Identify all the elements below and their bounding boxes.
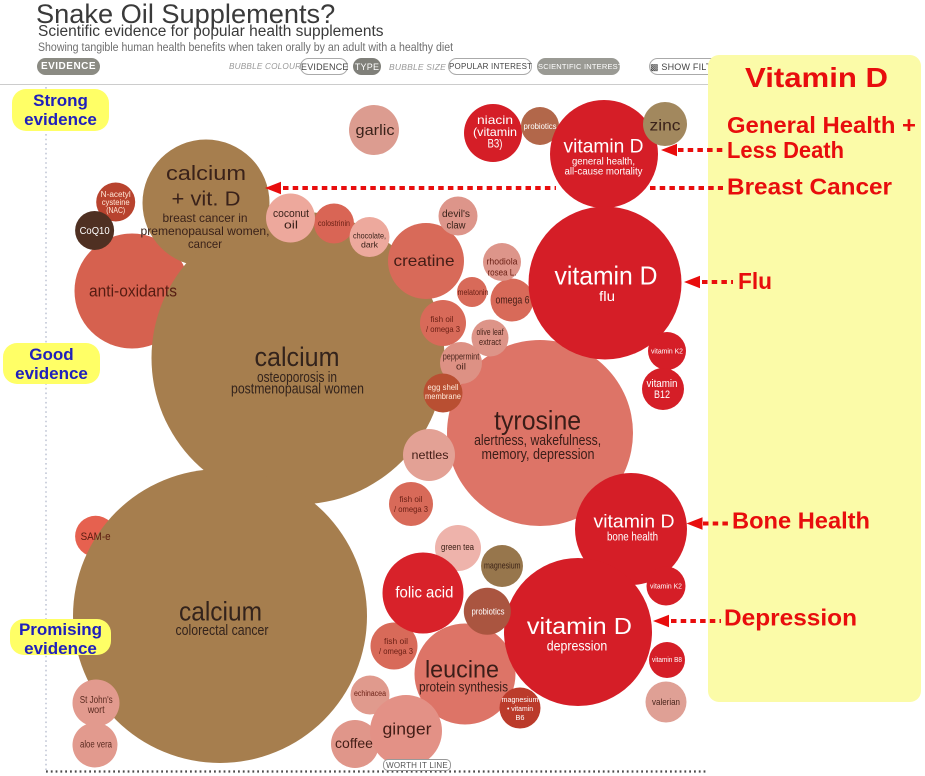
svg-text:tyrosine: tyrosine xyxy=(494,405,581,435)
svg-text:/ omega 3: / omega 3 xyxy=(379,646,413,656)
svg-text:B6: B6 xyxy=(516,713,525,722)
svg-text:colostrinin: colostrinin xyxy=(318,218,350,228)
svg-text:rhodiola: rhodiola xyxy=(487,257,518,267)
svg-text:omega 6: omega 6 xyxy=(496,295,530,307)
svg-text:dark: dark xyxy=(361,240,379,250)
svg-text:CoQ10: CoQ10 xyxy=(80,225,110,237)
svg-text:postmenopausal women: postmenopausal women xyxy=(231,381,364,398)
svg-text:egg shell: egg shell xyxy=(428,383,459,392)
svg-text:echinacea: echinacea xyxy=(354,689,386,698)
svg-text:nettles: nettles xyxy=(412,448,449,462)
svg-text:coconut: coconut xyxy=(273,208,309,220)
svg-text:fish oil: fish oil xyxy=(431,314,454,324)
svg-text:garlic: garlic xyxy=(356,123,395,139)
svg-text:folic acid: folic acid xyxy=(395,584,453,601)
svg-text:Less Death: Less Death xyxy=(727,137,844,163)
svg-text:N-acetyl: N-acetyl xyxy=(101,190,131,199)
svg-text:extract: extract xyxy=(479,337,501,347)
svg-text:vitamin D: vitamin D xyxy=(564,137,644,158)
svg-text:(vitamin: (vitamin xyxy=(473,125,517,139)
svg-text:/ omega 3: / omega 3 xyxy=(426,324,460,334)
svg-text:colorectal cancer: colorectal cancer xyxy=(176,622,269,639)
svg-text:calcium: calcium xyxy=(255,342,340,372)
svg-text:all-cause mortality: all-cause mortality xyxy=(565,166,644,178)
svg-text:vitamin K2: vitamin K2 xyxy=(650,582,682,591)
svg-text:+ vit. D: + vit. D xyxy=(172,189,241,211)
svg-text:oil: oil xyxy=(284,220,298,232)
svg-text:niacin: niacin xyxy=(477,113,513,127)
svg-text:chocolate,: chocolate, xyxy=(353,231,386,241)
svg-text:Vitamin D: Vitamin D xyxy=(745,62,888,93)
svg-text:depression: depression xyxy=(547,638,608,654)
svg-text:SAM-e: SAM-e xyxy=(81,531,111,543)
svg-text:/ omega 3: / omega 3 xyxy=(394,504,428,514)
svg-text:magnesium: magnesium xyxy=(502,695,539,704)
svg-text:olive leaf: olive leaf xyxy=(477,327,504,337)
svg-text:general health,: general health, xyxy=(572,156,635,168)
svg-text:green tea: green tea xyxy=(441,542,474,552)
svg-text:leucine: leucine xyxy=(425,657,499,684)
svg-text:vitamin B8: vitamin B8 xyxy=(652,655,682,664)
svg-text:breast cancer in: breast cancer in xyxy=(163,211,248,225)
svg-text:ginger: ginger xyxy=(383,720,432,739)
svg-text:creatine: creatine xyxy=(394,253,455,270)
svg-text:• vitamin: • vitamin xyxy=(507,704,533,713)
svg-text:peppermint: peppermint xyxy=(443,352,480,362)
svg-text:cancer: cancer xyxy=(188,237,222,251)
svg-text:vitamin D: vitamin D xyxy=(594,512,675,532)
svg-text:vitamin D: vitamin D xyxy=(555,261,658,291)
svg-text:osteoporosis in: osteoporosis in xyxy=(257,369,337,386)
svg-text:coffee: coffee xyxy=(335,735,373,751)
svg-text:calcium: calcium xyxy=(179,597,262,627)
svg-text:anti-oxidants: anti-oxidants xyxy=(89,281,177,300)
svg-text:zinc: zinc xyxy=(650,118,681,135)
svg-text:B12: B12 xyxy=(654,389,670,401)
svg-text:vitamin: vitamin xyxy=(647,378,678,390)
svg-text:rosea L.: rosea L. xyxy=(488,268,517,278)
svg-text:flu: flu xyxy=(599,289,615,304)
svg-text:premenopausal women,: premenopausal women, xyxy=(141,224,270,238)
svg-text:probiotics: probiotics xyxy=(472,607,505,617)
svg-text:vitamin K2: vitamin K2 xyxy=(651,347,683,356)
svg-text:vitamin D: vitamin D xyxy=(527,613,632,639)
svg-text:cysteine: cysteine xyxy=(102,198,131,207)
svg-text:B3): B3) xyxy=(488,137,503,151)
svg-text:melatonin: melatonin xyxy=(458,288,489,297)
svg-text:aloe vera: aloe vera xyxy=(80,740,112,751)
svg-text:alertness, wakefulness,: alertness, wakefulness, xyxy=(474,433,601,449)
svg-text:probiotics: probiotics xyxy=(524,122,557,131)
svg-text:memory, depression: memory, depression xyxy=(482,447,595,463)
svg-text:magnesium: magnesium xyxy=(484,561,521,571)
svg-text:fish oil: fish oil xyxy=(400,494,423,504)
svg-text:devil's: devil's xyxy=(442,209,470,220)
svg-text:Depression: Depression xyxy=(724,605,857,631)
svg-text:General Health +: General Health + xyxy=(727,112,916,138)
svg-text:fish oil: fish oil xyxy=(384,636,408,646)
svg-text:Breast Cancer: Breast Cancer xyxy=(727,174,892,200)
svg-text:St John's: St John's xyxy=(80,695,113,706)
svg-text:wort: wort xyxy=(87,705,105,716)
svg-text:calcium: calcium xyxy=(166,163,246,185)
svg-text:claw: claw xyxy=(447,221,467,232)
svg-text:Bone Health: Bone Health xyxy=(732,508,870,534)
svg-text:oil: oil xyxy=(456,362,466,372)
svg-text:(NAC): (NAC) xyxy=(106,206,125,215)
svg-text:valerian: valerian xyxy=(652,697,680,707)
svg-text:protein synthesis: protein synthesis xyxy=(419,678,508,694)
svg-text:Flu: Flu xyxy=(738,268,772,294)
svg-text:membrane: membrane xyxy=(425,392,462,401)
svg-text:bone health: bone health xyxy=(607,531,658,543)
